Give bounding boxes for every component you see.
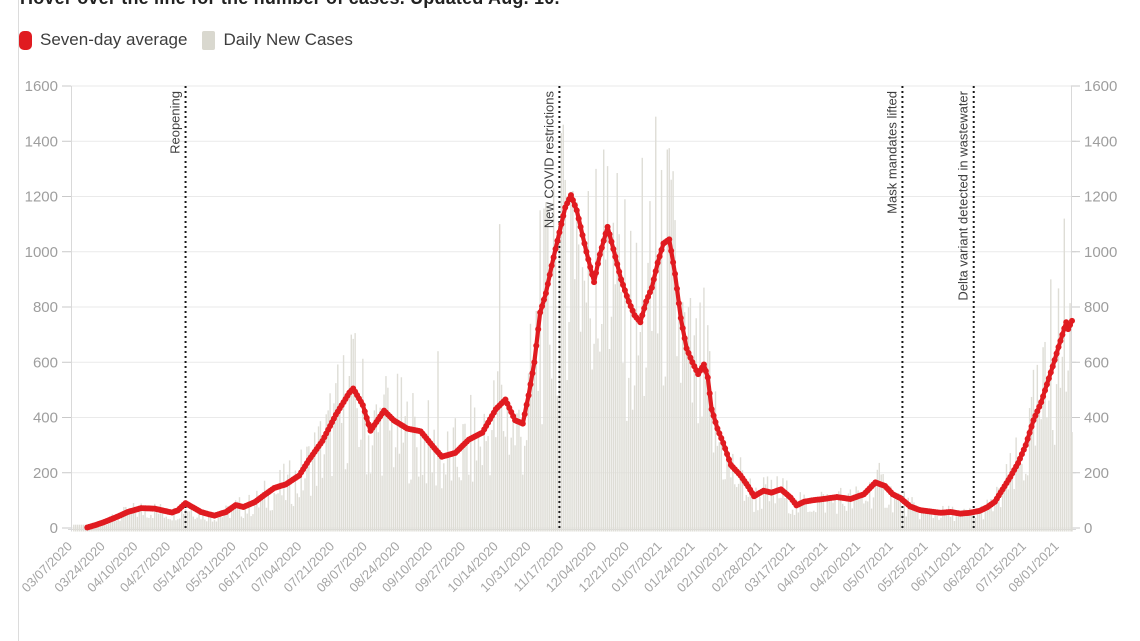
seven-day-average-line[interactable]: [84, 192, 1075, 531]
svg-text:0: 0: [1084, 520, 1092, 537]
svg-text:600: 600: [33, 354, 58, 371]
svg-text:New COVID restrictions: New COVID restrictions: [541, 91, 556, 229]
svg-text:1200: 1200: [1084, 189, 1117, 206]
svg-text:1600: 1600: [1084, 78, 1117, 95]
daily-new-cases-bars[interactable]: [73, 116, 1073, 532]
seven-day-average-swatch-icon: [19, 30, 32, 50]
svg-text:Mask mandates lifted: Mask mandates lifted: [884, 91, 899, 214]
svg-text:1600: 1600: [25, 78, 58, 95]
svg-text:Reopening: Reopening: [168, 91, 183, 154]
annotation-new-covid-restrictions: New COVID restrictions: [541, 86, 561, 530]
svg-text:800: 800: [33, 299, 58, 316]
daily-new-cases-swatch-icon: [202, 30, 216, 50]
annotation-reopening: Reopening: [168, 86, 187, 530]
legend-label-seven-day-average: Seven-day average: [40, 30, 188, 49]
annotation-delta-variant-detected-in-wastewater: Delta variant detected in wastewater: [956, 86, 975, 530]
svg-text:1200: 1200: [25, 189, 58, 206]
svg-text:Delta variant detected in wast: Delta variant detected in wastewater: [956, 90, 971, 300]
svg-text:600: 600: [1084, 354, 1109, 371]
legend-item-seven-day-average[interactable]: Seven-day average: [19, 30, 187, 50]
annotation-mask-mandates-lifted: Mask mandates lifted: [884, 86, 904, 530]
x-axis-date-labels: 03/07/202003/24/202004/10/202004/27/2020…: [18, 539, 1061, 596]
legend: Seven-day average Daily New Cases: [19, 30, 353, 50]
y-axis-right-labels: 0 200 400 600 800 1000 1200 1400 1600: [1084, 78, 1117, 537]
svg-text:1400: 1400: [1084, 133, 1117, 150]
chart-title: Hover over the line for the number of ca…: [20, 0, 560, 9]
svg-text:400: 400: [33, 410, 58, 427]
y-axis-left-labels: 0 200 400 600 800 1000 1200 1400 1600: [25, 78, 58, 537]
svg-text:0: 0: [50, 520, 58, 537]
svg-text:1000: 1000: [25, 244, 58, 261]
svg-text:400: 400: [1084, 410, 1109, 427]
svg-text:1000: 1000: [1084, 244, 1117, 261]
svg-text:200: 200: [33, 465, 58, 482]
svg-text:800: 800: [1084, 299, 1109, 316]
page-left-border: [18, 0, 19, 641]
svg-text:200: 200: [1084, 465, 1109, 482]
legend-label-daily-new-cases: Daily New Cases: [223, 30, 353, 49]
svg-text:1400: 1400: [25, 133, 58, 150]
legend-item-daily-new-cases[interactable]: Daily New Cases: [202, 30, 353, 50]
